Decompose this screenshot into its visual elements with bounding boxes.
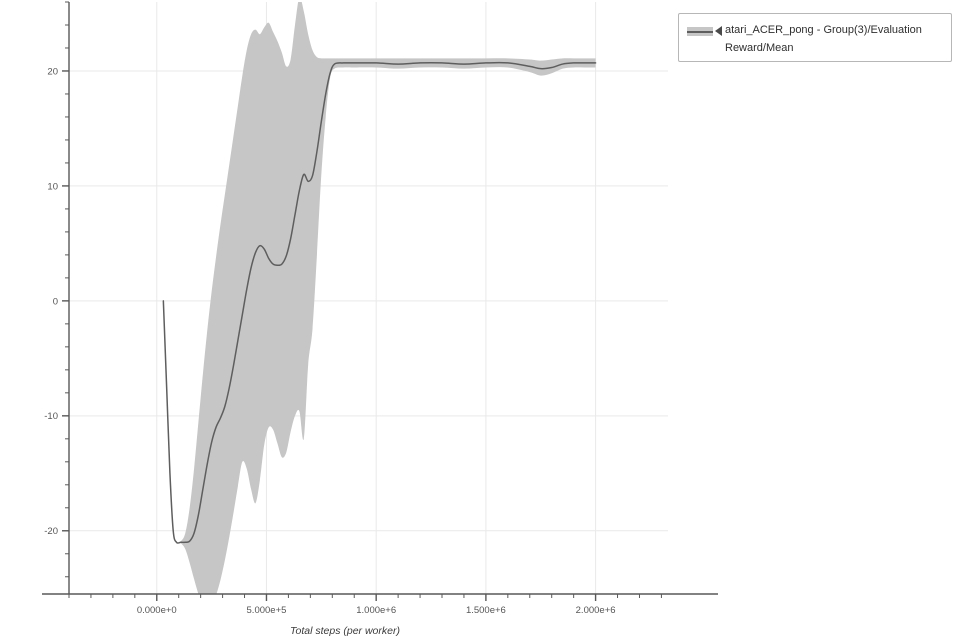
y-tick-label: 20 xyxy=(47,66,58,77)
tick-labels: -20 -10 0 10 20 0.000e+0 5.000e+5 1.000e+6 1.500… xyxy=(44,66,615,616)
axes xyxy=(42,1,718,601)
confidence-band xyxy=(163,2,596,594)
x-tick-label: 0.000e+0 xyxy=(137,605,177,616)
x-tick-label: 1.000e+6 xyxy=(356,605,396,616)
y-tick-label: -20 xyxy=(44,526,58,537)
band-area xyxy=(163,2,596,594)
x-tick-label: 5.000e+5 xyxy=(247,605,287,616)
grid-lines xyxy=(69,2,668,594)
x-axis-title: Total steps (per worker) xyxy=(290,625,400,637)
series-line xyxy=(162,61,597,544)
chart-legend[interactable]: atari_ACER_pong - Group(3)/Evaluation Re… xyxy=(678,13,952,62)
left-triangle-marker-icon xyxy=(715,26,722,36)
mean-line xyxy=(162,61,597,544)
x-tick-label: 1.500e+6 xyxy=(466,605,506,616)
legend-color-swatch xyxy=(687,25,713,38)
y-tick-label: -10 xyxy=(44,411,58,422)
legend-item-label: atari_ACER_pong - Group(3)/Evaluation Re… xyxy=(725,24,922,54)
y-tick-label: 0 xyxy=(53,296,58,307)
y-tick-label: 10 xyxy=(47,181,58,192)
x-tick-label: 2.000e+6 xyxy=(576,605,616,616)
